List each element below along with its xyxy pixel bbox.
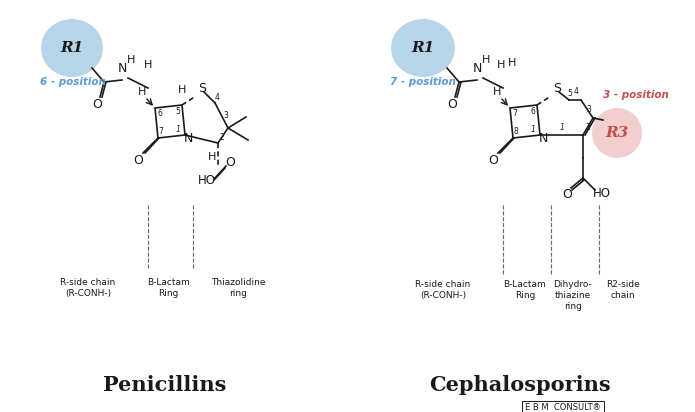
Ellipse shape xyxy=(592,108,642,158)
Text: R2-side
chain: R2-side chain xyxy=(606,280,640,300)
Text: S: S xyxy=(553,82,561,96)
Text: O: O xyxy=(447,98,457,112)
Text: 6: 6 xyxy=(158,108,163,117)
Text: N: N xyxy=(473,61,482,75)
Text: 1: 1 xyxy=(530,126,535,134)
Ellipse shape xyxy=(391,19,455,77)
Text: 7: 7 xyxy=(158,127,163,136)
Text: N: N xyxy=(183,131,193,145)
Text: S: S xyxy=(198,82,206,96)
Text: 1: 1 xyxy=(176,126,181,134)
Text: H: H xyxy=(178,85,186,95)
Text: 3: 3 xyxy=(224,112,229,120)
Text: O: O xyxy=(488,154,498,166)
Text: O: O xyxy=(133,154,143,166)
Text: 7: 7 xyxy=(513,108,518,117)
Text: 1: 1 xyxy=(559,124,564,133)
Text: 8: 8 xyxy=(514,127,518,136)
Text: Cephalosporins: Cephalosporins xyxy=(430,375,611,395)
Text: 6: 6 xyxy=(530,108,535,117)
Text: 2: 2 xyxy=(220,133,224,141)
Text: N: N xyxy=(539,131,548,145)
Text: HO: HO xyxy=(593,187,611,201)
Text: O: O xyxy=(562,189,572,201)
Text: Thiazolidine
ring: Thiazolidine ring xyxy=(211,278,265,298)
Text: H: H xyxy=(208,152,216,162)
Text: 4: 4 xyxy=(573,87,578,96)
Text: 3 - position: 3 - position xyxy=(603,90,669,100)
Text: N: N xyxy=(117,61,126,75)
Text: 4: 4 xyxy=(215,93,220,101)
Text: H: H xyxy=(144,60,152,70)
Text: R-side chain
(R-CONH-): R-side chain (R-CONH-) xyxy=(60,278,115,298)
Text: Penicillins: Penicillins xyxy=(104,375,227,395)
Text: R1: R1 xyxy=(411,41,434,55)
Text: 5: 5 xyxy=(176,108,181,117)
Text: 5: 5 xyxy=(568,89,573,98)
Text: R-side chain
(R-CONH-): R-side chain (R-CONH-) xyxy=(416,280,471,300)
Text: B-Lactam
Ring: B-Lactam Ring xyxy=(504,280,546,300)
Text: 7 - position: 7 - position xyxy=(390,77,456,87)
Text: 2: 2 xyxy=(586,124,590,133)
Text: 3: 3 xyxy=(587,105,591,115)
Text: H: H xyxy=(482,55,490,65)
Text: R1: R1 xyxy=(60,41,83,55)
Text: E B M  CONSULT®: E B M CONSULT® xyxy=(525,403,601,412)
Text: H: H xyxy=(493,87,501,97)
Text: B-Lactam
Ring: B-Lactam Ring xyxy=(147,278,189,298)
Text: HO: HO xyxy=(198,173,216,187)
Text: Dihydro-
thiazine
ring: Dihydro- thiazine ring xyxy=(554,280,592,311)
Text: H: H xyxy=(138,87,146,97)
Text: R3: R3 xyxy=(605,126,628,140)
Text: H: H xyxy=(508,58,516,68)
Text: O: O xyxy=(225,155,235,169)
Ellipse shape xyxy=(41,19,103,77)
Text: O: O xyxy=(92,98,102,112)
Text: H: H xyxy=(126,55,136,65)
Text: 6 - position: 6 - position xyxy=(40,77,106,87)
Text: H: H xyxy=(497,60,505,70)
